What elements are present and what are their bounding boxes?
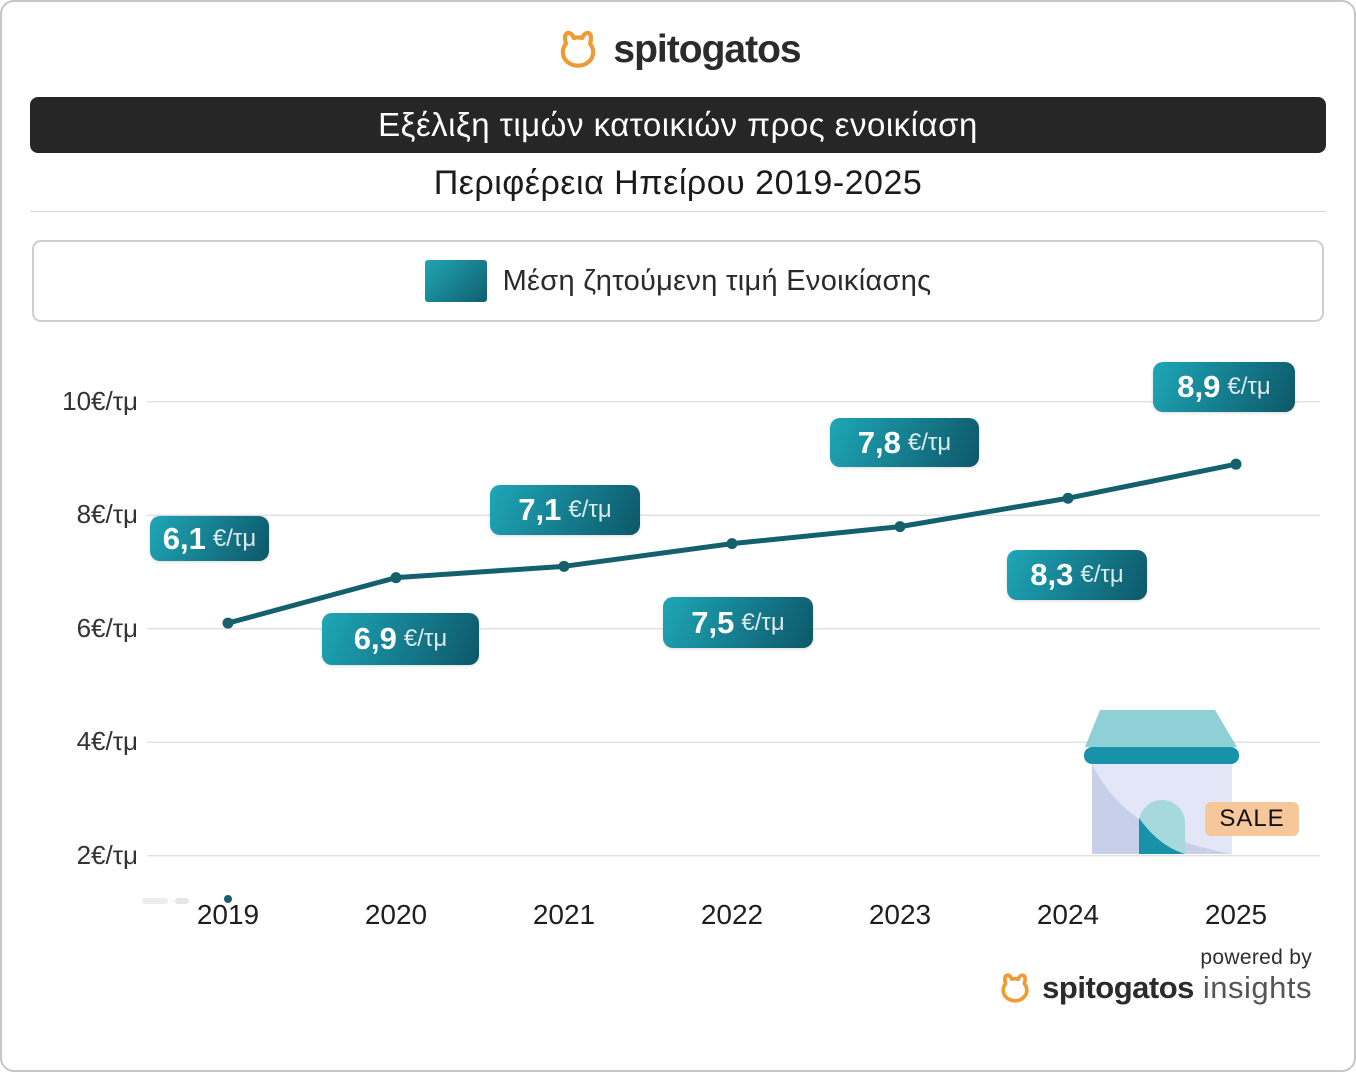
x-tick-label: 2020 — [364, 899, 428, 930]
page-title: Εξέλιξη τιμών κατοικιών προς ενοικίαση — [30, 97, 1326, 153]
value-badge: 6,9 €/τμ — [322, 613, 479, 665]
data-point — [726, 538, 738, 550]
value-badge: 7,5 €/τμ — [663, 597, 813, 648]
footer-insights-label: insights — [1202, 970, 1312, 1005]
y-tick-label: 10€/τμ — [62, 385, 138, 416]
legend-label: Μέση ζητούμενη τιμή Ενοικίασης — [502, 264, 932, 297]
x-tick-label: 2023 — [868, 899, 932, 930]
value-badge-unit: €/τμ — [907, 428, 952, 456]
x-tick-label: 2019 — [196, 899, 260, 930]
value-badge-unit: €/τμ — [1227, 373, 1271, 400]
y-tick-label: 4€/τμ — [76, 726, 138, 757]
data-point — [1230, 458, 1242, 470]
powered-by-text: powered by — [1200, 946, 1312, 969]
footer-brand-logo: spitogatos insights — [997, 970, 1312, 1006]
cropped-axis-artifact — [142, 898, 168, 904]
cat-icon — [1001, 972, 1029, 1003]
data-point — [222, 617, 234, 629]
value-badge-number: 7,8 — [857, 424, 901, 460]
value-badge-number: 8,9 — [1177, 369, 1221, 404]
x-tick-label: 2021 — [532, 899, 596, 930]
data-point — [1062, 492, 1074, 504]
top-brand-logo: spitogatos — [2, 28, 1354, 72]
value-badge: 7,1 €/τμ — [490, 485, 640, 535]
data-point — [894, 521, 906, 533]
x-tick-label: 2025 — [1204, 899, 1268, 930]
x-tick-label: 2024 — [1036, 899, 1100, 930]
y-tick-label: 2€/τμ — [76, 839, 138, 870]
value-badge-unit: €/τμ — [403, 625, 448, 652]
value-badge: 7,8 €/τμ — [830, 418, 979, 467]
value-badge-unit: €/τμ — [741, 608, 785, 636]
brand-name: spitogatos — [613, 28, 801, 71]
house-icon — [1084, 710, 1239, 854]
cropped-axis-artifact — [175, 898, 189, 904]
value-badge-unit: €/τμ — [568, 496, 612, 523]
legend-swatch — [424, 260, 487, 302]
value-badge: 8,9 €/τμ — [1153, 362, 1295, 412]
y-tick-label: 8€/τμ — [76, 499, 138, 530]
data-point — [390, 572, 402, 584]
y-tick-label: 6€/τμ — [76, 612, 138, 643]
sale-badge: SALE — [1205, 802, 1299, 836]
value-badge-number: 6,9 — [353, 621, 397, 656]
cat-icon — [561, 30, 596, 68]
chart-legend: Μέση ζητούμενη τιμή Ενοικίασης — [32, 240, 1324, 322]
value-badge-number: 6,1 — [162, 520, 206, 556]
value-badge-number: 7,5 — [691, 604, 735, 640]
page-title-text: Εξέλιξη τιμών κατοικιών προς ενοικίαση — [378, 106, 978, 143]
x-tick-label: 2022 — [700, 899, 764, 930]
page-subtitle: Περιφέρεια Ηπείρου 2019-2025 — [433, 164, 923, 202]
value-badge: 8,3 €/τμ — [1007, 550, 1147, 600]
header-separator — [30, 211, 1326, 212]
value-badge-number: 7,1 — [518, 492, 562, 527]
value-badge-unit: €/τμ — [1080, 561, 1124, 588]
value-badge-unit: €/τμ — [212, 524, 257, 552]
data-point — [558, 560, 570, 572]
value-badge-number: 8,3 — [1030, 557, 1074, 592]
value-badge: 6,1 €/τμ — [150, 516, 269, 561]
footer-brand-name: spitogatos — [1042, 970, 1194, 1005]
